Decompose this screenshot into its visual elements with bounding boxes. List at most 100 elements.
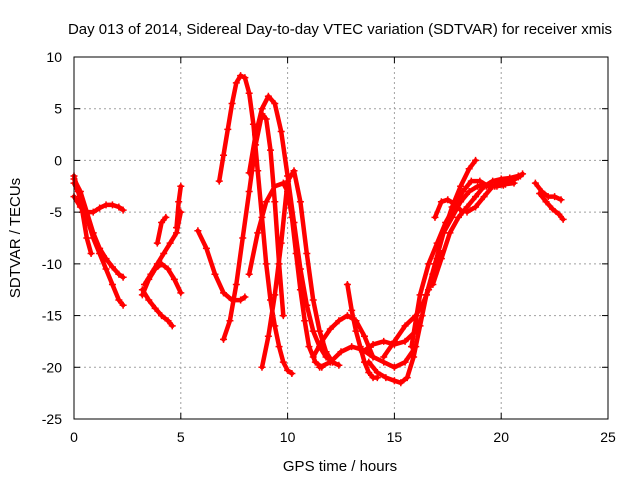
data-point [158, 312, 166, 320]
data-point [108, 281, 116, 289]
data-point [369, 353, 377, 361]
data-point [220, 289, 228, 297]
data-point [164, 317, 172, 325]
data-point [390, 337, 398, 345]
data-point [228, 100, 236, 108]
data-point [96, 250, 104, 258]
data-point [542, 198, 550, 206]
data-point [119, 206, 127, 214]
data-point [162, 213, 170, 221]
x-tick-label: 25 [600, 429, 616, 445]
data-point [457, 182, 465, 190]
data-point [482, 182, 490, 190]
data-point [390, 377, 398, 385]
data-point [448, 213, 456, 221]
data-point [258, 363, 266, 371]
data-point [548, 205, 556, 213]
data-point [465, 165, 473, 173]
data-point [151, 304, 159, 312]
data-point [290, 167, 298, 175]
series-arc4 [70, 172, 95, 258]
data-point [249, 120, 257, 128]
data-point [115, 270, 123, 278]
data-point [224, 125, 232, 133]
data-point [358, 348, 366, 356]
data-point [275, 343, 283, 351]
data-point [401, 322, 409, 330]
data-point [480, 193, 488, 201]
data-point [145, 296, 153, 304]
x-tick-label: 15 [387, 429, 403, 445]
data-point [83, 234, 91, 242]
data-point [177, 182, 185, 190]
data-point [514, 173, 522, 181]
data-point [316, 327, 324, 335]
axis-ticks: 0 5 10 15 20 25 -25 -20 -15 -10 -5 0 5 10 [42, 49, 616, 445]
data-point [463, 208, 471, 216]
data-point [431, 213, 439, 221]
data-point [390, 363, 398, 371]
data-point [422, 291, 430, 299]
data-point [450, 200, 458, 208]
data-point [457, 198, 465, 206]
data-point [544, 193, 552, 201]
data-point [382, 374, 390, 382]
series-arc13 [220, 110, 287, 343]
plot-frame [73, 56, 609, 420]
data-point [472, 156, 480, 164]
data-point [279, 358, 287, 366]
data-point [220, 151, 228, 159]
data-point [506, 175, 514, 183]
data-series [70, 72, 567, 387]
data-point [119, 273, 127, 281]
data-point [425, 260, 433, 268]
data-point [115, 296, 123, 304]
data-point [440, 229, 448, 237]
data-point [311, 358, 319, 366]
data-point [309, 327, 317, 335]
data-point [322, 348, 330, 356]
data-point [226, 317, 234, 325]
data-point [258, 110, 266, 118]
data-point [194, 227, 202, 235]
y-tick-label: 5 [54, 101, 62, 117]
data-point [335, 317, 343, 325]
data-point [365, 358, 373, 366]
data-point [267, 146, 275, 154]
data-point [303, 250, 311, 258]
data-point [237, 296, 245, 304]
y-tick-label: -5 [50, 204, 63, 220]
data-point [108, 263, 116, 271]
data-point [551, 193, 559, 201]
data-point [397, 379, 405, 387]
x-tick-label: 20 [493, 429, 509, 445]
series-arc9 [153, 213, 170, 247]
data-point [474, 182, 482, 190]
data-point [271, 100, 279, 108]
series-arc8 [173, 182, 185, 232]
series-arc26 [440, 172, 524, 237]
data-point [170, 275, 178, 283]
series-line [259, 168, 335, 370]
y-tick-label: -10 [42, 256, 62, 272]
data-point [102, 201, 110, 209]
data-point [335, 361, 343, 369]
data-point [277, 127, 285, 135]
data-point [177, 289, 185, 297]
y-tick-label: -25 [42, 411, 62, 427]
data-point [262, 115, 270, 123]
data-point [536, 190, 544, 198]
data-point [153, 260, 161, 268]
data-point [365, 368, 373, 376]
data-point [173, 224, 181, 232]
data-point [489, 182, 497, 190]
data-point [343, 281, 351, 289]
series-arc28 [531, 179, 565, 204]
data-point [352, 327, 360, 335]
data-point [237, 72, 245, 80]
data-point [279, 312, 287, 320]
data-point [202, 244, 210, 252]
data-point [305, 343, 313, 351]
data-point [158, 218, 166, 226]
series-arc23 [422, 156, 480, 299]
